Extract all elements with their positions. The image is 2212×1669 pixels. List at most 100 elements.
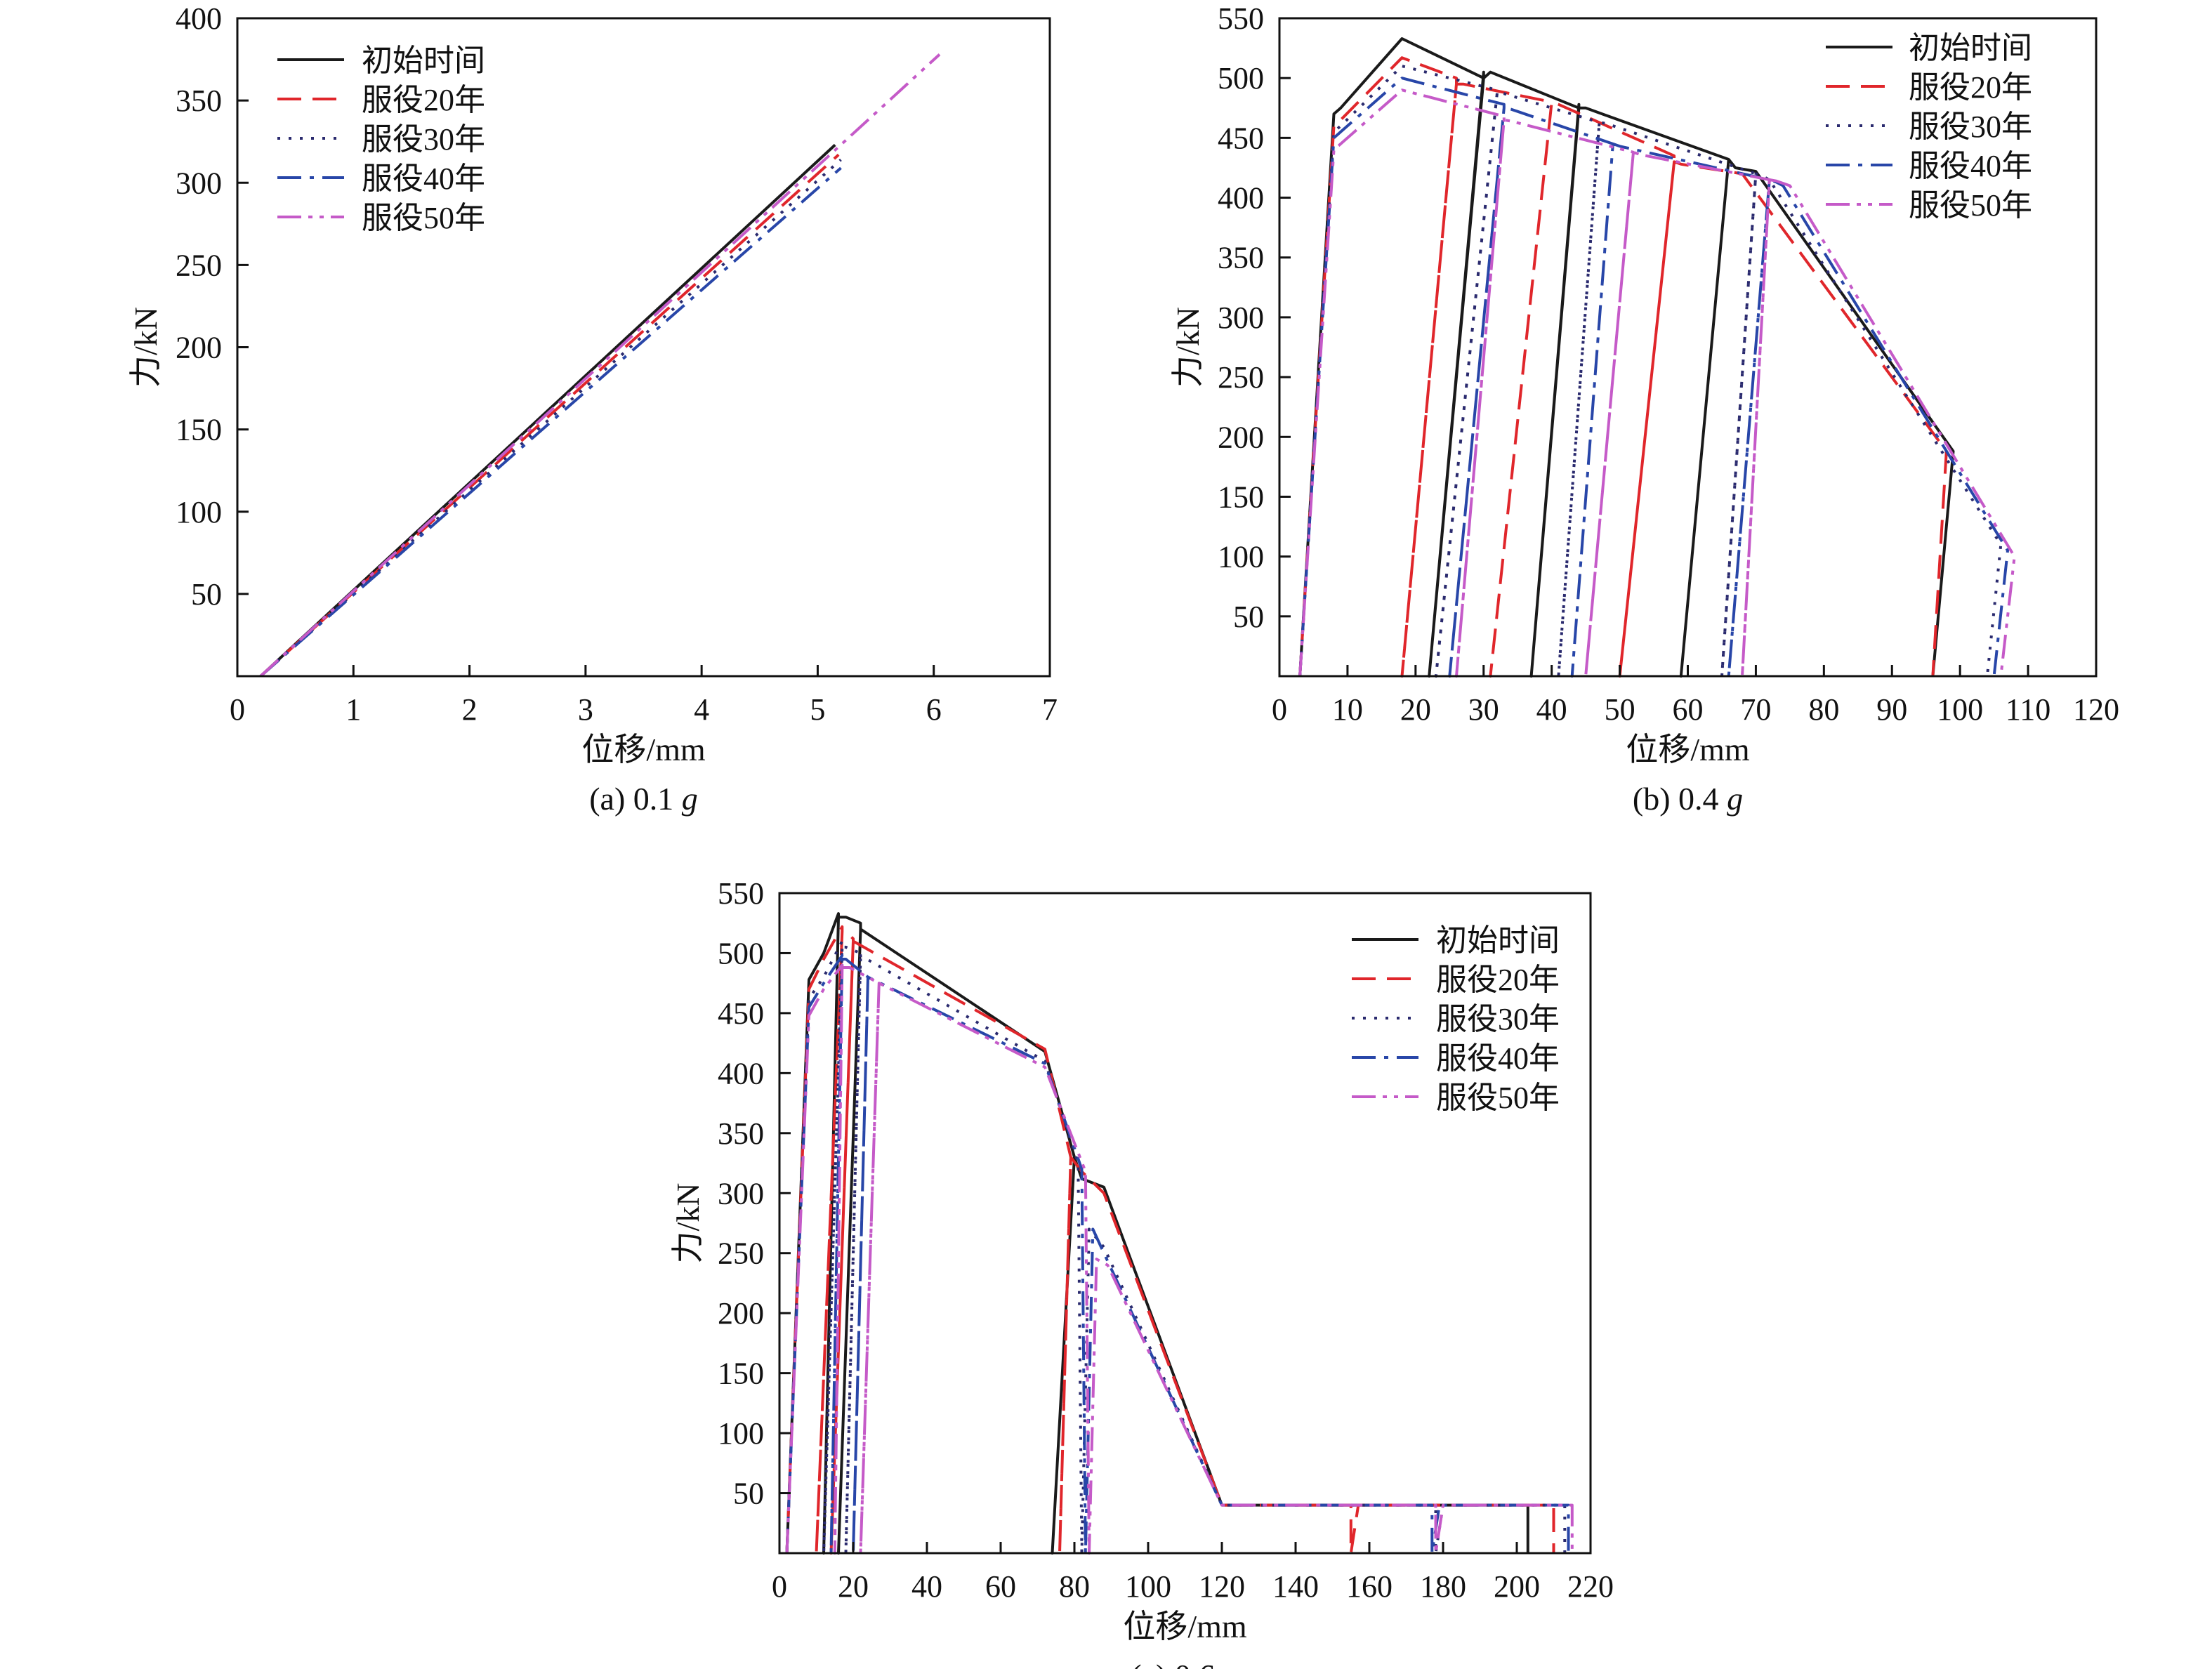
y-tick-label: 400 xyxy=(1218,181,1264,216)
x-tick-label: 20 xyxy=(838,1569,869,1604)
y-tick-label: 100 xyxy=(1218,540,1264,574)
legend-entry: 服役20年 xyxy=(362,83,485,117)
x-axis-label: 位移/mm xyxy=(581,732,706,767)
y-tick-label: 500 xyxy=(1218,61,1264,95)
y-tick-label: 450 xyxy=(718,996,764,1031)
chart-panel-1: 0 10 20 30 40 50 60 70 80 90 100 110 120 50 100 150 200 2… xyxy=(1170,1,2119,817)
y-tick-label: 250 xyxy=(718,1236,764,1271)
y-axis-label: 力/kN xyxy=(670,1183,706,1264)
y-tick-label: 200 xyxy=(1218,420,1264,454)
panel-caption: (c) 0.6 g xyxy=(1131,1658,1239,1669)
y-tick-label: 150 xyxy=(176,413,222,447)
y-tick-label: 550 xyxy=(718,876,764,911)
x-tick-label: 2 xyxy=(462,692,478,727)
legend-entry: 服役40年 xyxy=(1436,1041,1560,1076)
x-tick-label: 140 xyxy=(1272,1569,1319,1604)
x-tick-label: 4 xyxy=(694,692,709,727)
x-tick-label: 120 xyxy=(2073,692,2119,727)
x-tick-label: 30 xyxy=(1468,692,1499,727)
y-tick-label: 350 xyxy=(1218,241,1264,275)
legend-entry: 服役40年 xyxy=(362,161,485,196)
y-tick-label: 150 xyxy=(1218,480,1264,514)
y-tick-label: 550 xyxy=(1218,1,1264,36)
x-tick-label: 5 xyxy=(810,692,825,727)
chart-panel-0: 0 1 2 3 4 5 6 7 50 100 150 200 250 300 350 400 位移/mm 力/kN… xyxy=(128,1,1058,817)
x-tick-label: 60 xyxy=(985,1569,1016,1604)
x-tick-label: 6 xyxy=(926,692,942,727)
x-tick-label: 160 xyxy=(1346,1569,1393,1604)
x-tick-label: 20 xyxy=(1400,692,1431,727)
legend-entry: 服役20年 xyxy=(1909,70,2032,105)
y-tick-label: 50 xyxy=(191,577,222,612)
x-tick-label: 50 xyxy=(1605,692,1635,727)
chart-panel-2: 0 20 40 60 80 100 120 140 160 180 200 220 50 100 150 20… xyxy=(670,876,1614,1669)
x-tick-label: 10 xyxy=(1332,692,1363,727)
x-tick-label: 180 xyxy=(1420,1569,1466,1604)
panel-caption: (a) 0.1 g xyxy=(589,781,698,817)
y-tick-label: 300 xyxy=(1218,301,1264,335)
y-tick-label: 300 xyxy=(718,1176,764,1210)
y-tick-label: 200 xyxy=(176,331,222,365)
x-tick-label: 40 xyxy=(1536,692,1567,727)
legend-entry: 服役40年 xyxy=(1909,149,2032,183)
x-tick-label: 60 xyxy=(1673,692,1704,727)
x-tick-label: 1 xyxy=(345,692,361,727)
x-tick-label: 120 xyxy=(1199,1569,1245,1604)
legend-entry: 服役30年 xyxy=(1436,1002,1560,1036)
legend-entry: 服役50年 xyxy=(362,201,485,235)
x-tick-label: 0 xyxy=(772,1569,787,1604)
panel-caption: (b) 0.4 g xyxy=(1633,781,1743,817)
series-line xyxy=(785,925,1555,1555)
x-tick-label: 0 xyxy=(230,692,245,727)
y-tick-label: 350 xyxy=(176,84,222,118)
x-tick-label: 7 xyxy=(1042,692,1058,727)
x-tick-label: 110 xyxy=(2006,692,2050,727)
x-axis-label: 位移/mm xyxy=(1626,732,1750,767)
series-line xyxy=(785,963,1574,1555)
legend-entry: 服役30年 xyxy=(1909,110,2032,144)
series-line xyxy=(1298,65,2003,678)
series-line xyxy=(1298,88,2016,678)
y-tick-label: 250 xyxy=(1218,360,1264,395)
series-line xyxy=(785,912,1529,1555)
y-tick-label: 150 xyxy=(718,1357,764,1391)
x-tick-label: 3 xyxy=(578,692,593,727)
x-tick-label: 90 xyxy=(1876,692,1907,727)
plot-frame xyxy=(236,17,1051,678)
x-tick-label: 70 xyxy=(1740,692,1771,727)
y-tick-label: 200 xyxy=(718,1296,764,1331)
x-tick-label: 220 xyxy=(1567,1569,1614,1604)
y-axis-label: 力/kN xyxy=(1170,307,1206,388)
y-tick-label: 50 xyxy=(733,1477,764,1511)
x-tick-label: 100 xyxy=(1937,692,1983,727)
x-tick-label: 40 xyxy=(911,1569,942,1604)
legend-entry: 服役50年 xyxy=(1436,1081,1560,1115)
series-line xyxy=(259,53,941,678)
y-tick-label: 100 xyxy=(176,495,222,529)
legend-entry: 初始时间 xyxy=(1436,923,1560,958)
legend-entry: 初始时间 xyxy=(1909,31,2032,65)
x-tick-label: 80 xyxy=(1059,1569,1090,1604)
series-line xyxy=(259,166,842,678)
series-line xyxy=(785,939,1567,1555)
legend-entry: 初始时间 xyxy=(362,44,485,78)
x-tick-label: 100 xyxy=(1125,1569,1171,1604)
y-tick-label: 400 xyxy=(718,1056,764,1090)
legend-entry: 服役20年 xyxy=(1436,963,1560,997)
y-tick-label: 500 xyxy=(718,936,764,970)
y-tick-label: 250 xyxy=(176,248,222,282)
series-line xyxy=(259,153,840,678)
x-axis-label: 位移/mm xyxy=(1123,1609,1247,1644)
x-tick-label: 80 xyxy=(1808,692,1839,727)
legend-entry: 服役30年 xyxy=(362,122,485,157)
y-tick-label: 450 xyxy=(1218,121,1264,155)
x-tick-label: 0 xyxy=(1272,692,1287,727)
y-tick-label: 300 xyxy=(176,166,222,200)
series-line xyxy=(1298,37,1955,678)
y-axis-label: 力/kN xyxy=(128,307,164,388)
series-line xyxy=(1298,77,2009,678)
